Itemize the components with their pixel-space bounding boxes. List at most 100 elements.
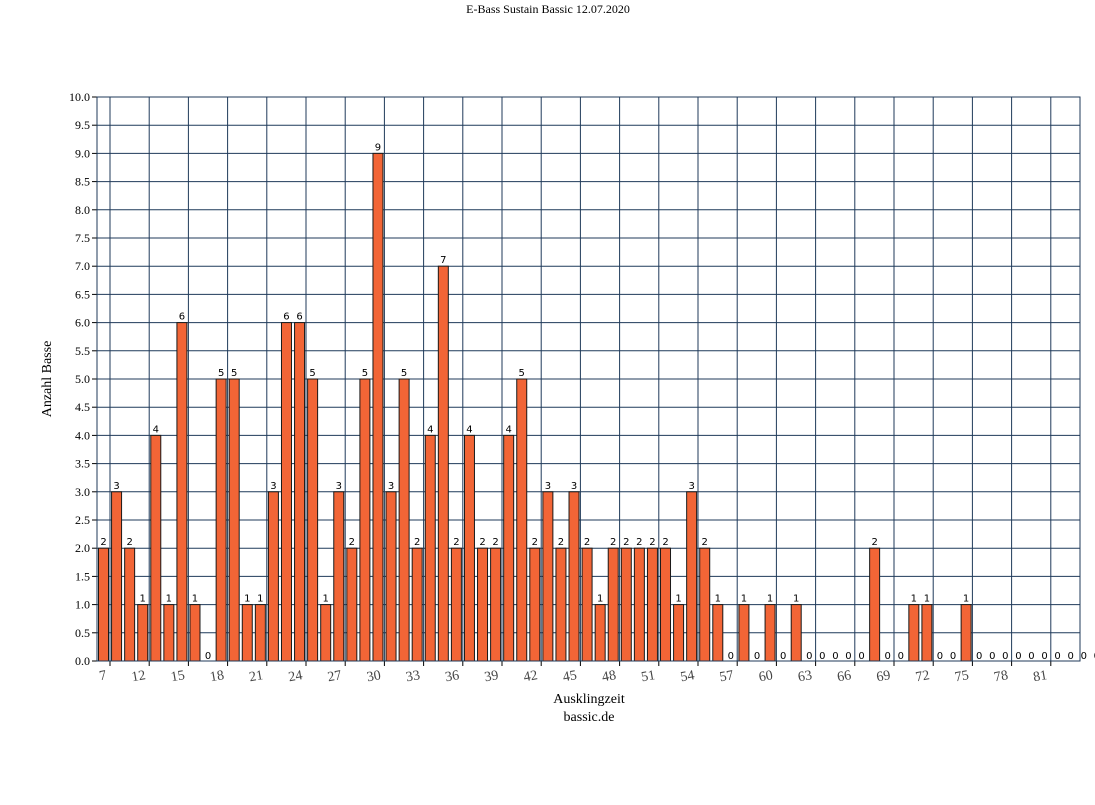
bar bbox=[320, 604, 332, 662]
bar-value-label: 1 bbox=[924, 594, 930, 605]
x-tick-label: 27 bbox=[327, 668, 343, 685]
bar bbox=[607, 547, 619, 662]
bar-value-label: 0 bbox=[1094, 651, 1095, 662]
bar-value-label: 5 bbox=[362, 368, 368, 379]
bar bbox=[594, 604, 606, 662]
bar bbox=[908, 604, 920, 662]
bar-value-label: 2 bbox=[453, 537, 459, 548]
y-tick-label: 2.0 bbox=[75, 541, 90, 555]
bar-value-label: 1 bbox=[257, 594, 263, 605]
bar-value-label: 3 bbox=[388, 481, 394, 492]
bar-value-label: 2 bbox=[871, 537, 877, 548]
bar bbox=[411, 547, 423, 662]
bar bbox=[673, 604, 685, 662]
x-axis-sublabel: bassic.de bbox=[564, 710, 615, 725]
bar-value-label: 3 bbox=[336, 481, 342, 492]
bar-value-label: 1 bbox=[140, 594, 146, 605]
bar-value-label: 6 bbox=[179, 312, 185, 323]
bar-value-label: 6 bbox=[283, 312, 289, 323]
bar bbox=[346, 547, 358, 662]
y-tick-label: 1.5 bbox=[75, 569, 90, 583]
y-tick-label: 9.0 bbox=[75, 146, 90, 160]
x-tick-label: 72 bbox=[915, 668, 931, 685]
bar-value-label: 2 bbox=[702, 537, 708, 548]
bar-value-label: 2 bbox=[623, 537, 629, 548]
bar-value-label: 5 bbox=[519, 368, 525, 379]
bar-value-label: 3 bbox=[688, 481, 694, 492]
x-tick-label: 21 bbox=[248, 668, 264, 685]
bar bbox=[359, 378, 371, 662]
bar-value-label: 1 bbox=[911, 594, 917, 605]
bar bbox=[646, 547, 658, 662]
bar-value-label: 0 bbox=[205, 651, 211, 662]
grid bbox=[97, 96, 1080, 662]
x-tick-label: 15 bbox=[170, 668, 186, 685]
bar-value-label: 0 bbox=[1028, 651, 1034, 662]
bar-value-label: 9 bbox=[375, 142, 381, 153]
bar-value-label: 3 bbox=[113, 481, 119, 492]
bar bbox=[241, 604, 253, 662]
bar-value-label: 0 bbox=[1002, 651, 1008, 662]
bar bbox=[921, 604, 933, 662]
bar-value-label: 1 bbox=[323, 594, 329, 605]
bar bbox=[686, 491, 698, 662]
bar bbox=[699, 547, 711, 662]
bar-value-label: 2 bbox=[100, 537, 106, 548]
bar bbox=[790, 604, 802, 662]
bar-value-label: 4 bbox=[427, 424, 433, 435]
bar bbox=[215, 378, 227, 662]
bar-value-label: 5 bbox=[218, 368, 224, 379]
bar bbox=[490, 547, 502, 662]
bar-value-label: 0 bbox=[937, 651, 943, 662]
bar bbox=[176, 322, 188, 662]
x-tick-label: 45 bbox=[562, 668, 578, 685]
bar-value-label: 0 bbox=[1054, 651, 1060, 662]
y-axis-ticks: 0.0 0.5 1.0 1.5 2.0 2.5 3.0 3.5 4.0 4.5 5.0 5.5 6.0 6… bbox=[69, 90, 97, 668]
bar bbox=[869, 547, 881, 662]
bar-value-label: 0 bbox=[780, 651, 786, 662]
bar-value-label: 0 bbox=[1015, 651, 1021, 662]
y-tick-label: 6.5 bbox=[75, 287, 90, 301]
bar-value-label: 3 bbox=[270, 481, 276, 492]
bar bbox=[620, 547, 632, 662]
x-tick-label: 78 bbox=[993, 668, 1009, 685]
bar-value-label: 4 bbox=[153, 424, 159, 435]
y-tick-label: 3.0 bbox=[75, 485, 90, 499]
bar-value-label: 2 bbox=[610, 537, 616, 548]
bar-value-label: 0 bbox=[885, 651, 891, 662]
bar-value-label: 0 bbox=[989, 651, 995, 662]
bar-value-label: 1 bbox=[715, 594, 721, 605]
bar-value-label: 1 bbox=[597, 594, 603, 605]
bar-value-label: 0 bbox=[1041, 651, 1047, 662]
bar bbox=[516, 378, 528, 662]
y-tick-label: 4.5 bbox=[75, 400, 90, 414]
bar bbox=[398, 378, 410, 662]
bar bbox=[503, 434, 515, 662]
bar-value-label: 2 bbox=[479, 537, 485, 548]
bar bbox=[98, 547, 109, 662]
bar-value-label: 2 bbox=[349, 537, 355, 548]
bar bbox=[555, 547, 567, 662]
x-tick-label: 24 bbox=[287, 668, 303, 685]
bar-value-label: 1 bbox=[793, 594, 799, 605]
bar-value-label: 0 bbox=[845, 651, 851, 662]
bar-value-label: 2 bbox=[584, 537, 590, 548]
x-tick-label: 30 bbox=[366, 668, 382, 685]
chart-title: E-Bass Sustain Bassic 12.07.2020 bbox=[466, 2, 630, 16]
bar-value-label: 1 bbox=[741, 594, 747, 605]
x-tick-label: 7 bbox=[98, 668, 107, 684]
bar-value-label: 0 bbox=[754, 651, 760, 662]
y-tick-label: 5.5 bbox=[75, 344, 90, 358]
x-tick-label: 18 bbox=[209, 668, 225, 685]
bar bbox=[477, 547, 489, 662]
bar bbox=[581, 547, 593, 662]
x-axis-label: Ausklingzeit bbox=[553, 692, 625, 707]
bar bbox=[294, 322, 306, 662]
y-tick-label: 4.0 bbox=[75, 428, 90, 442]
x-tick-label: 39 bbox=[483, 668, 499, 685]
y-tick-label: 6.0 bbox=[75, 316, 90, 330]
bar bbox=[764, 604, 776, 662]
bar-value-label: 5 bbox=[231, 368, 237, 379]
